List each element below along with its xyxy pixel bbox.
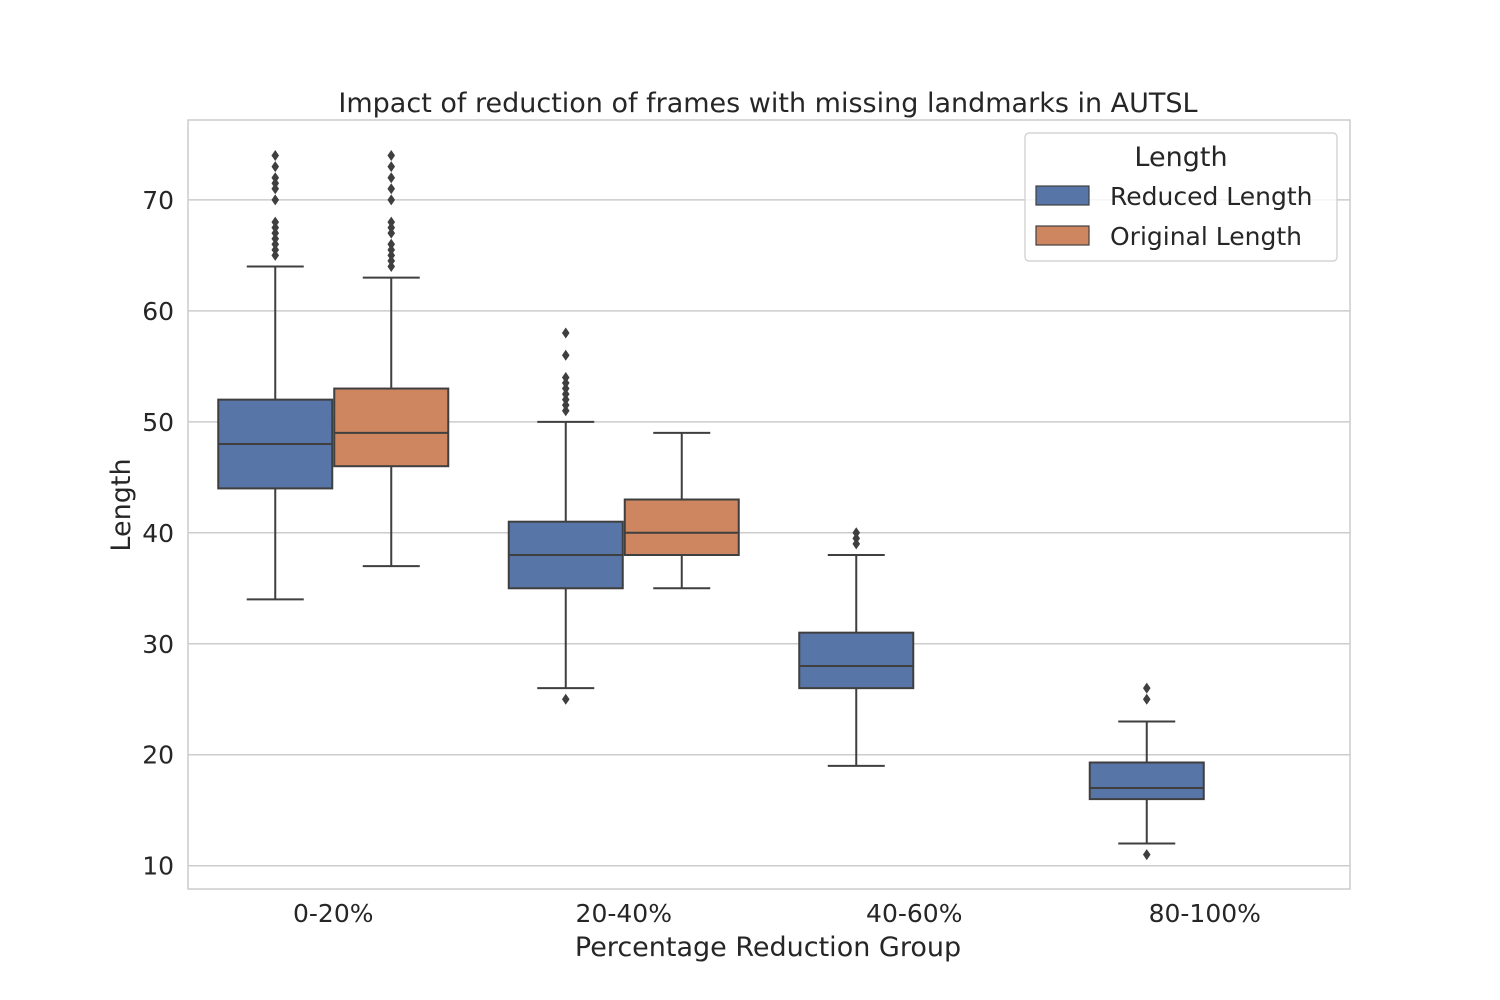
- box-reduced-length: [507, 327, 624, 705]
- outlier-point: [852, 527, 861, 539]
- outlier-point: [271, 238, 280, 250]
- outlier-point: [387, 150, 396, 162]
- y-tick-label: 50: [142, 408, 174, 437]
- outlier-point: [561, 388, 570, 400]
- outlier-point: [852, 538, 861, 550]
- box-reduced-length: [217, 150, 334, 601]
- outlier-point: [387, 183, 396, 195]
- outlier-point: [387, 244, 396, 256]
- outlier-point: [271, 222, 280, 234]
- box-reduced-length: [1088, 682, 1205, 861]
- y-axis-label: Length: [106, 458, 137, 551]
- box-original-length: [333, 150, 450, 568]
- outlier-point: [271, 194, 280, 206]
- outlier-point: [271, 177, 280, 189]
- x-tick-label: 40-60%: [866, 899, 962, 928]
- outlier-point: [1142, 682, 1151, 694]
- plot-frame: [187, 119, 1351, 890]
- outlier-point: [561, 394, 570, 406]
- x-tick-labels: 0-20% 20-40% 40-60% 80-100%: [293, 899, 1261, 928]
- outlier-point: [271, 161, 280, 173]
- outlier-point: [387, 238, 396, 250]
- y-tick-label: 60: [142, 297, 174, 326]
- outlier-point: [561, 383, 570, 395]
- x-axis-label: Percentage Reduction Group: [575, 932, 961, 963]
- outlier-point: [561, 693, 570, 705]
- outlier-point: [387, 172, 396, 184]
- outlier-point: [561, 349, 570, 361]
- outlier-point: [387, 222, 396, 234]
- outlier-point: [561, 405, 570, 417]
- box-series: [217, 150, 1205, 861]
- outlier-point: [561, 377, 570, 389]
- y-tick-label: 70: [142, 186, 174, 215]
- outlier-point: [271, 172, 280, 184]
- outlier-point: [1142, 849, 1151, 861]
- box-body: [333, 387, 450, 468]
- legend-swatch: [1035, 185, 1090, 206]
- outlier-point: [561, 399, 570, 411]
- outlier-point: [387, 194, 396, 206]
- legend-frame: [1024, 132, 1338, 262]
- y-tick-label: 20: [142, 741, 174, 770]
- x-tick-label: 80-100%: [1149, 899, 1261, 928]
- outlier-point: [387, 161, 396, 173]
- chart-title: Impact of reduction of frames with missi…: [338, 88, 1197, 119]
- outlier-point: [387, 249, 396, 261]
- outlier-point: [271, 216, 280, 228]
- outlier-point: [561, 371, 570, 383]
- legend-label: Original Length: [1110, 222, 1302, 251]
- box-body: [623, 498, 740, 556]
- outlier-point: [387, 227, 396, 239]
- outlier-point: [271, 249, 280, 261]
- outlier-point: [271, 227, 280, 239]
- y-tick-label: 30: [142, 630, 174, 659]
- x-tick-label: 20-40%: [576, 899, 672, 928]
- outlier-point: [561, 327, 570, 339]
- outlier-point: [387, 255, 396, 267]
- legend-label: Reduced Length: [1110, 182, 1313, 211]
- box-body: [1088, 761, 1205, 801]
- box-reduced-length: [798, 527, 915, 767]
- x-tick-label: 0-20%: [293, 899, 374, 928]
- outlier-point: [271, 233, 280, 245]
- y-tick-label: 40: [142, 519, 174, 548]
- legend-title: Length: [1134, 142, 1227, 173]
- y-tick-labels: 10 20 30 40 50 60 70: [142, 186, 174, 881]
- outlier-point: [852, 532, 861, 544]
- box-original-length: [623, 431, 740, 590]
- outlier-point: [271, 150, 280, 162]
- box-body: [798, 631, 915, 690]
- outlier-point: [387, 260, 396, 272]
- outlier-point: [271, 183, 280, 195]
- outlier-point: [1142, 693, 1151, 705]
- outlier-point: [387, 216, 396, 228]
- y-tick-label: 10: [142, 852, 174, 881]
- outlier-point: [271, 244, 280, 256]
- legend-swatch: [1035, 225, 1090, 246]
- legend: Length Reduced Length Original Length: [1024, 132, 1338, 262]
